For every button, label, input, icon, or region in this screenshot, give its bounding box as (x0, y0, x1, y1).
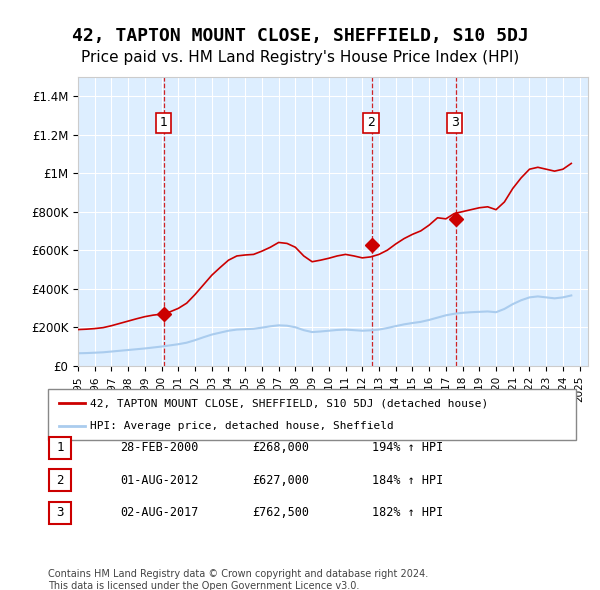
FancyBboxPatch shape (49, 502, 71, 524)
Text: Price paid vs. HM Land Registry's House Price Index (HPI): Price paid vs. HM Land Registry's House … (81, 50, 519, 65)
Text: 184% ↑ HPI: 184% ↑ HPI (372, 474, 443, 487)
Text: 28-FEB-2000: 28-FEB-2000 (120, 441, 199, 454)
Text: £762,500: £762,500 (252, 506, 309, 519)
Text: 3: 3 (56, 506, 64, 519)
FancyBboxPatch shape (49, 437, 71, 459)
FancyBboxPatch shape (48, 389, 576, 440)
Text: HPI: Average price, detached house, Sheffield: HPI: Average price, detached house, Shef… (90, 421, 394, 431)
Text: 2: 2 (56, 474, 64, 487)
Text: 1: 1 (160, 116, 167, 129)
Text: 02-AUG-2017: 02-AUG-2017 (120, 506, 199, 519)
Text: £268,000: £268,000 (252, 441, 309, 454)
Text: 42, TAPTON MOUNT CLOSE, SHEFFIELD, S10 5DJ: 42, TAPTON MOUNT CLOSE, SHEFFIELD, S10 5… (71, 27, 529, 45)
Text: 42, TAPTON MOUNT CLOSE, SHEFFIELD, S10 5DJ (detached house): 42, TAPTON MOUNT CLOSE, SHEFFIELD, S10 5… (90, 398, 488, 408)
Text: 194% ↑ HPI: 194% ↑ HPI (372, 441, 443, 454)
Text: 01-AUG-2012: 01-AUG-2012 (120, 474, 199, 487)
Text: 3: 3 (451, 116, 458, 129)
Text: £627,000: £627,000 (252, 474, 309, 487)
Text: 2: 2 (367, 116, 375, 129)
Text: Contains HM Land Registry data © Crown copyright and database right 2024.
This d: Contains HM Land Registry data © Crown c… (48, 569, 428, 590)
Text: 182% ↑ HPI: 182% ↑ HPI (372, 506, 443, 519)
FancyBboxPatch shape (49, 469, 71, 491)
Text: 1: 1 (56, 441, 64, 454)
